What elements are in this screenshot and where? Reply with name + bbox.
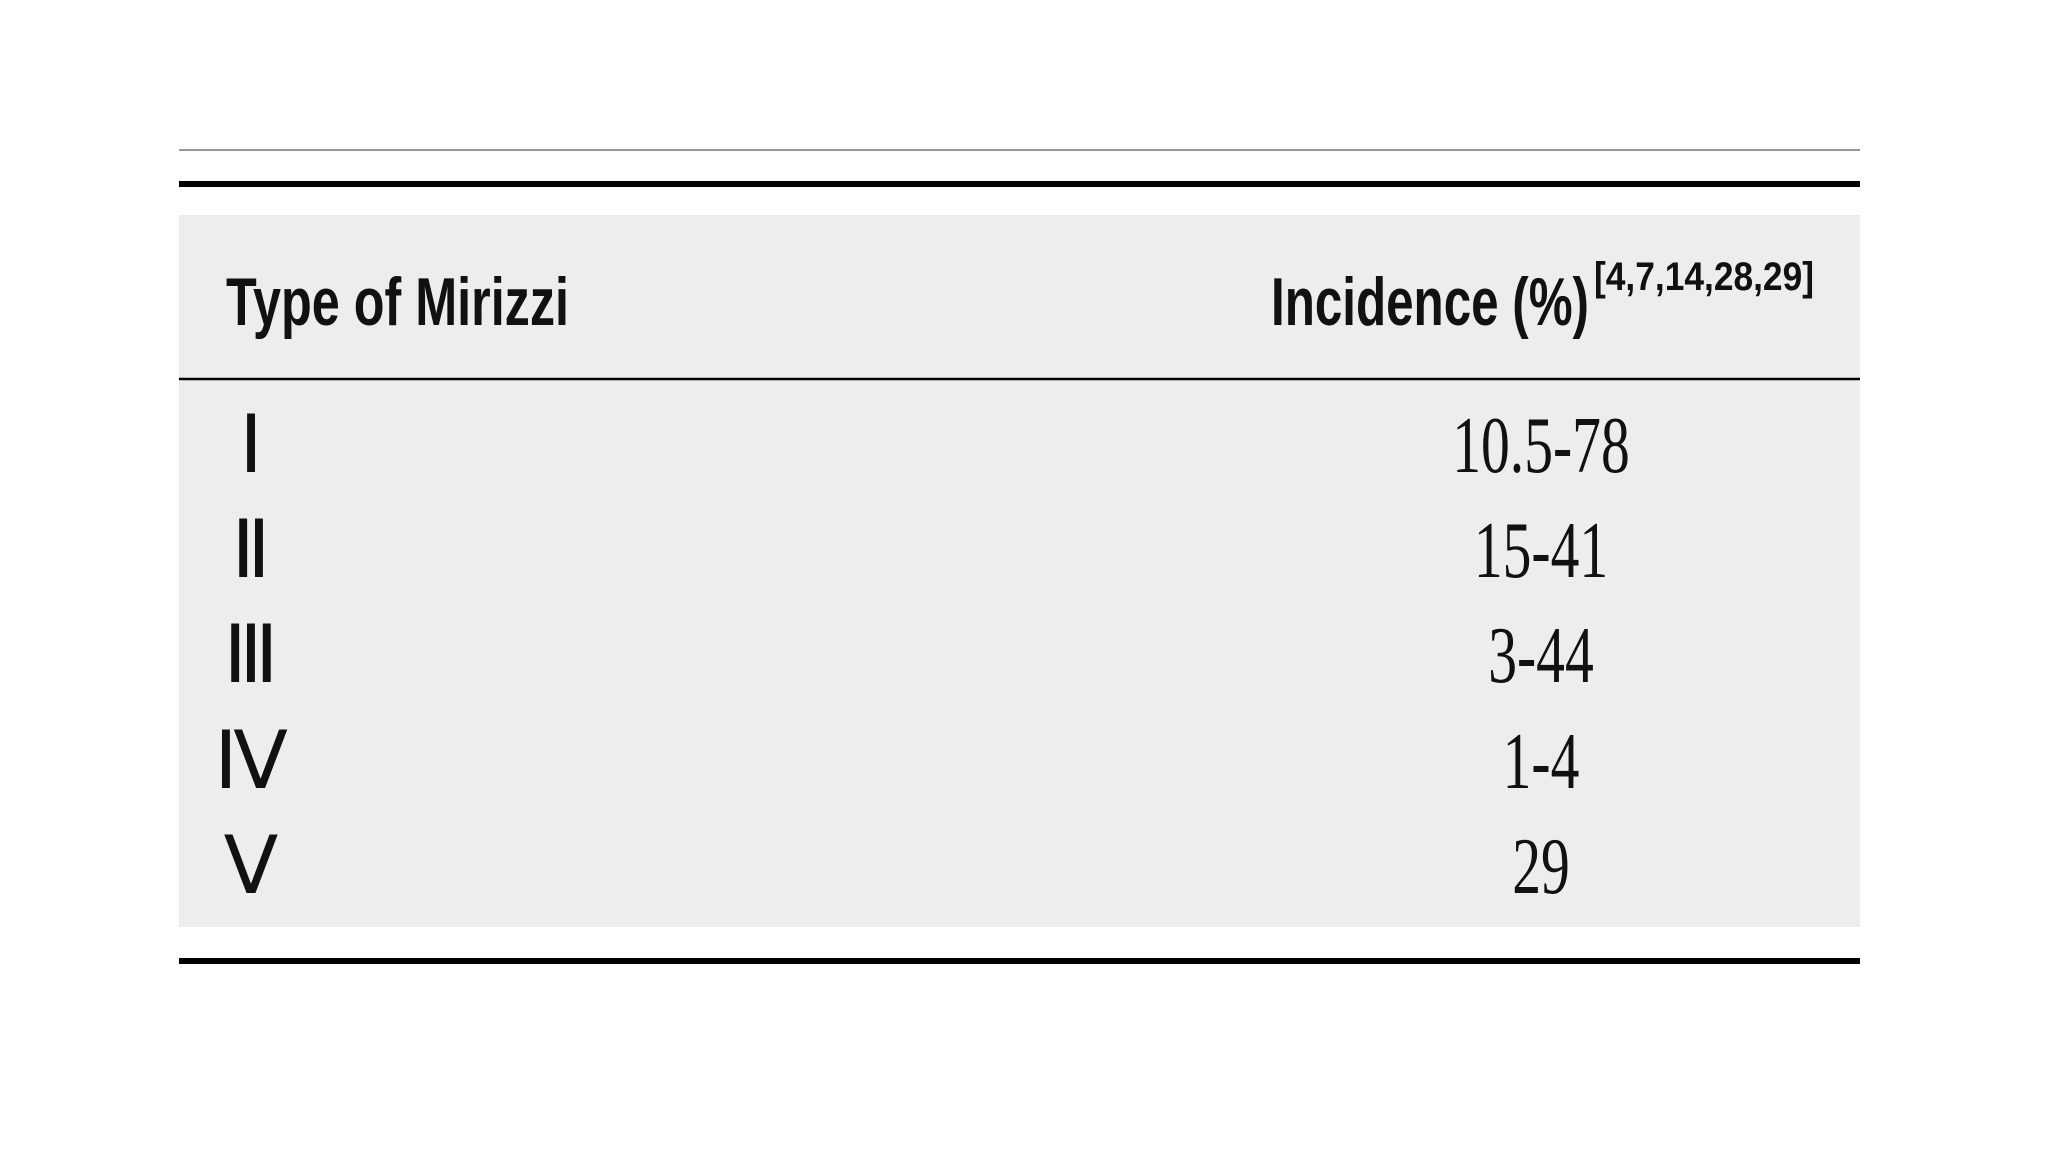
header-cell: Incidence (%)	[1271, 264, 1589, 340]
header-cell: Type of Mirizzi	[226, 264, 569, 340]
table-background	[179, 215, 1860, 927]
incidence-cell: 15-41	[1474, 507, 1608, 595]
type-cell: Ⅴ	[224, 823, 279, 911]
type-cell: Ⅱ	[231, 507, 270, 595]
incidence-cell: 10.5-78	[1452, 402, 1630, 490]
header-superscript: [4,7,14,28,29]	[1594, 255, 1814, 299]
type-cell: Ⅲ	[223, 612, 278, 700]
type-cell: Ⅳ	[214, 718, 288, 806]
table-body: Ⅰ 10.5-78 Ⅱ 15-41 Ⅲ 3-44 Ⅳ 1-4 Ⅴ 29	[214, 402, 1630, 911]
incidence-cell: 3-44	[1488, 612, 1594, 700]
incidence-cell: 29	[1512, 823, 1570, 911]
incidence-cell: 1-4	[1503, 718, 1580, 806]
type-cell: Ⅰ	[239, 402, 263, 490]
